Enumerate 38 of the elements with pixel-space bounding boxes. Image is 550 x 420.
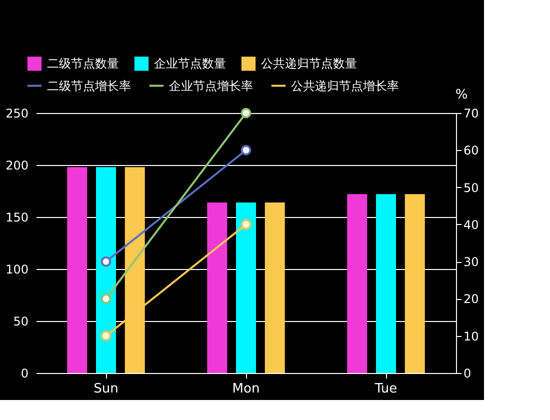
legend-label: 企业节点数量 bbox=[154, 56, 226, 71]
bar bbox=[96, 167, 116, 373]
y2-tick-label: 50 bbox=[464, 180, 479, 195]
x-tick-label: Sun bbox=[94, 382, 118, 396]
bar bbox=[67, 167, 88, 373]
bar bbox=[207, 202, 228, 373]
y2-axis-title: % bbox=[455, 88, 468, 102]
bar bbox=[347, 194, 368, 373]
bar bbox=[264, 202, 285, 373]
y2-tick-label: 0 bbox=[464, 366, 472, 380]
y2-tick-label: 70 bbox=[464, 106, 479, 120]
y2-tick-label: 40 bbox=[464, 218, 479, 232]
bar bbox=[236, 202, 256, 373]
y-tick-label: 50 bbox=[13, 314, 28, 328]
x-tick-label: Mon bbox=[232, 382, 260, 396]
y-tick-label: 0 bbox=[20, 366, 28, 380]
point bbox=[100, 256, 112, 267]
point bbox=[240, 144, 252, 156]
y2-tick-label: 20 bbox=[464, 292, 479, 306]
y-tick-label: 200 bbox=[6, 158, 28, 172]
y2-tick-label: 30 bbox=[464, 255, 479, 270]
legend-label: 二级节点数量 bbox=[47, 56, 119, 71]
legend-label: 公共递归节点增长率 bbox=[291, 78, 399, 93]
bar bbox=[404, 194, 425, 373]
y-tick-label: 150 bbox=[6, 210, 28, 224]
point bbox=[240, 108, 252, 118]
y2-tick-label: 60 bbox=[464, 144, 479, 158]
point bbox=[100, 330, 112, 342]
y2-tick-label: 10 bbox=[464, 329, 479, 344]
point bbox=[100, 294, 112, 304]
y-tick-label: 250 bbox=[6, 106, 28, 120]
y-tick-label: 100 bbox=[6, 262, 28, 276]
legend-label: 二级节点增长率 bbox=[47, 78, 131, 93]
legend-label: 企业节点增长率 bbox=[169, 78, 253, 93]
legend-label: 公共递归节点数量 bbox=[261, 56, 357, 71]
bar bbox=[376, 194, 396, 373]
point bbox=[240, 219, 252, 230]
x-tick-label: Tue bbox=[374, 382, 398, 396]
